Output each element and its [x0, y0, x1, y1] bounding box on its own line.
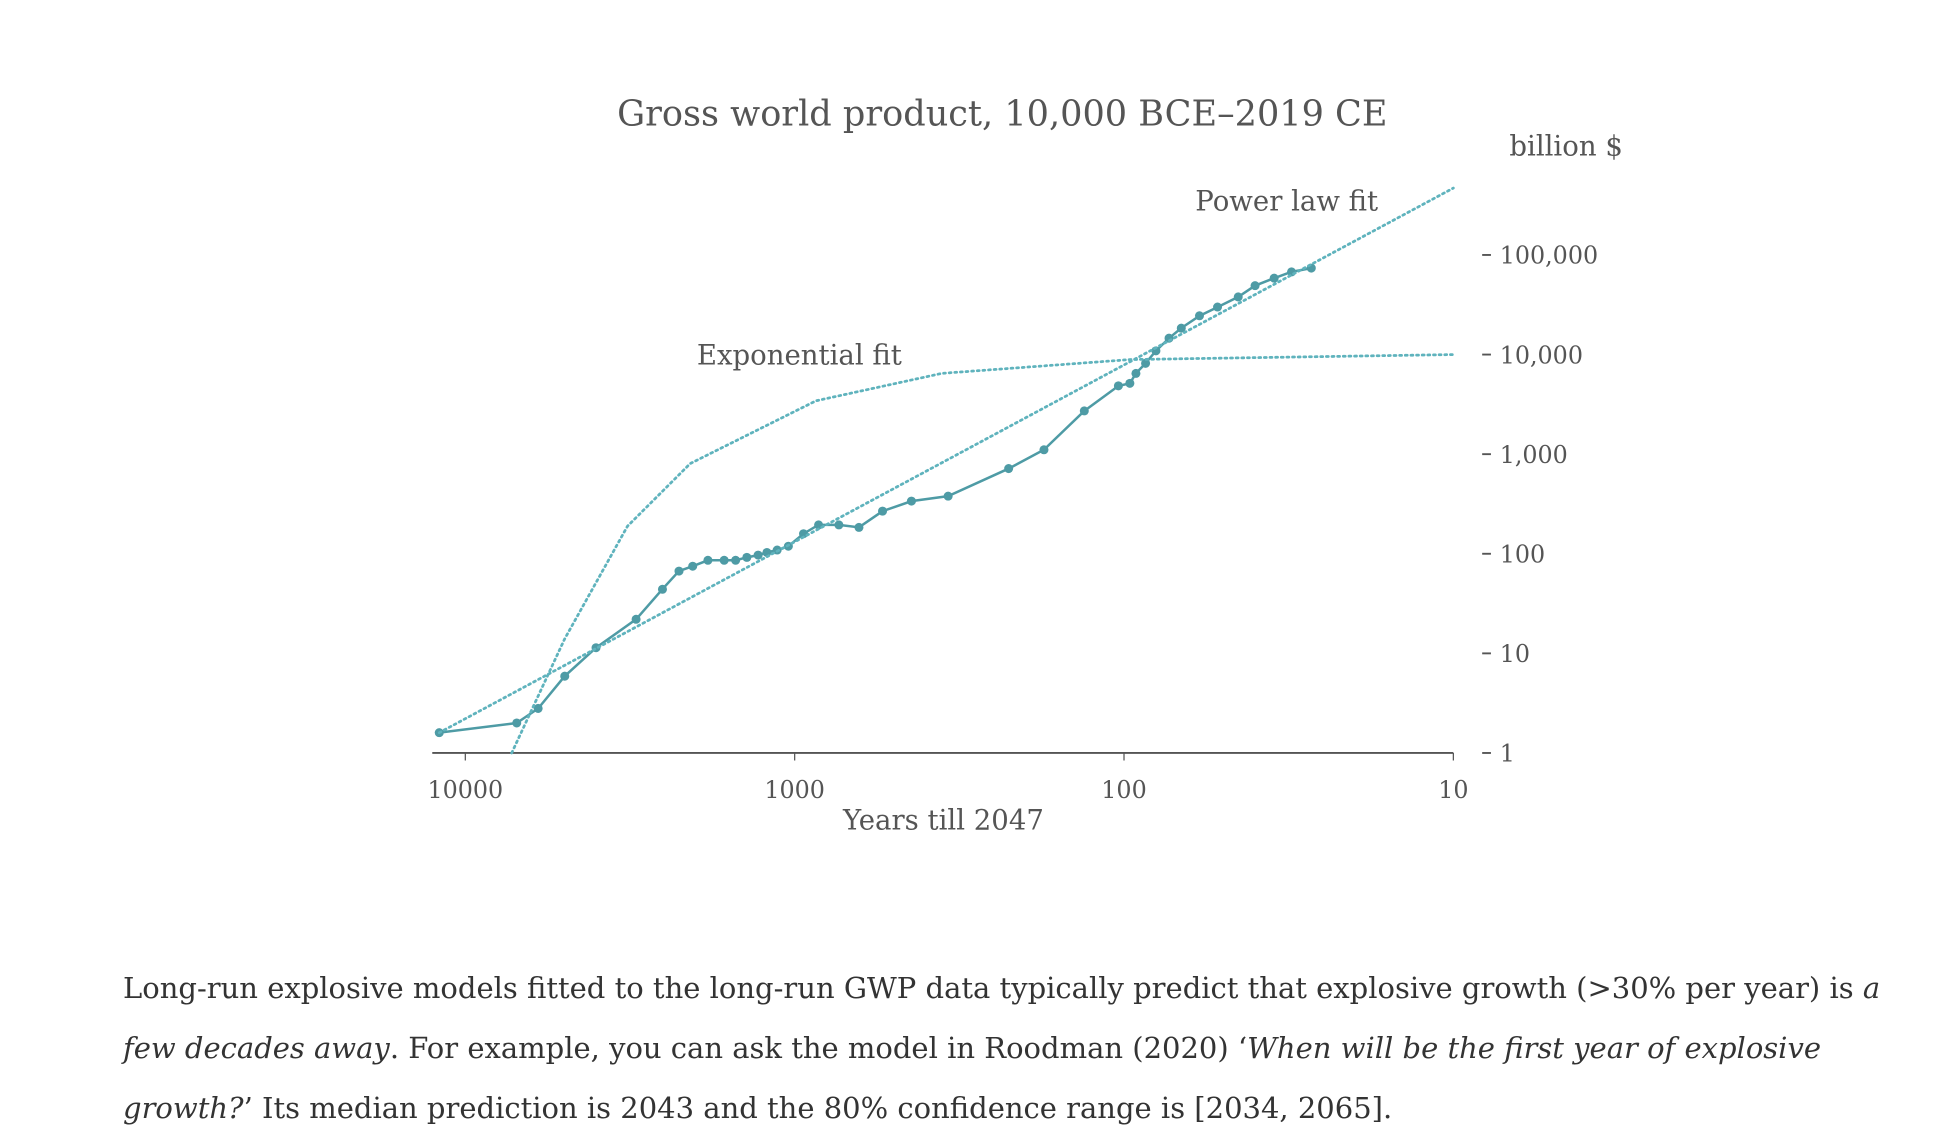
- data-point: [631, 614, 641, 624]
- caption: Long-run explosive models fitted to the …: [123, 958, 1893, 1138]
- series-line: [510, 353, 1455, 755]
- data-point: [657, 584, 667, 594]
- x-tick-label: 100: [1101, 776, 1146, 804]
- data-point: [753, 550, 763, 560]
- data-point: [512, 718, 522, 728]
- data-point: [1004, 464, 1014, 474]
- x-axis-label: Years till 2047: [842, 804, 1044, 836]
- data-point: [1131, 368, 1141, 378]
- y-tick-label: 10: [1500, 640, 1530, 668]
- data-point: [943, 491, 953, 501]
- series-line: [437, 186, 1455, 735]
- data-point: [1141, 358, 1151, 368]
- data-point: [688, 561, 698, 571]
- data-point: [1039, 445, 1049, 455]
- caption-run: ’ Its median prediction is 2043 and the …: [243, 1091, 1393, 1125]
- data-point: [1250, 281, 1260, 291]
- data-point: [533, 703, 543, 713]
- y-tick-label: 10,000: [1500, 341, 1583, 369]
- data-point: [742, 552, 752, 562]
- y-tick-label: 100,000: [1500, 242, 1598, 270]
- data-point: [878, 506, 888, 516]
- series-label: Exponential fit: [697, 340, 902, 372]
- caption-run: . For example, you can ask the model in …: [389, 1031, 1248, 1065]
- data-point: [719, 555, 729, 565]
- x-tick-label: 10: [1438, 776, 1468, 804]
- y-tick-label: 1: [1500, 740, 1515, 768]
- data-point: [1269, 273, 1279, 283]
- chart-title: Gross world product, 10,000 BCE–2019 CE: [617, 93, 1387, 134]
- data-point: [1213, 302, 1223, 312]
- y-tick-label: 1,000: [1500, 441, 1568, 469]
- caption-run: a few decades away: [123, 971, 1881, 1065]
- data-point: [731, 555, 741, 565]
- y-unit: billion $: [1509, 130, 1622, 162]
- caption-run: Long-run explosive models fitted to the …: [123, 971, 1863, 1005]
- data-point: [703, 555, 713, 565]
- series-label: Power law fit: [1195, 185, 1378, 217]
- data-point: [1113, 381, 1123, 391]
- x-tick-label: 1000: [764, 776, 825, 804]
- data-point: [1079, 406, 1089, 416]
- data-point: [1125, 378, 1135, 388]
- data-point: [1176, 323, 1186, 333]
- x-tick-label: 10000: [427, 776, 503, 804]
- data-point: [1233, 292, 1243, 302]
- data-point: [834, 520, 844, 530]
- caption-run: When will be the first year of explosive…: [123, 1031, 1821, 1125]
- data-point: [1194, 311, 1204, 321]
- data-point: [560, 671, 570, 681]
- data-point: [854, 522, 864, 532]
- data-point: [674, 566, 684, 576]
- data-point: [906, 496, 916, 506]
- y-tick-label: 100: [1500, 541, 1545, 569]
